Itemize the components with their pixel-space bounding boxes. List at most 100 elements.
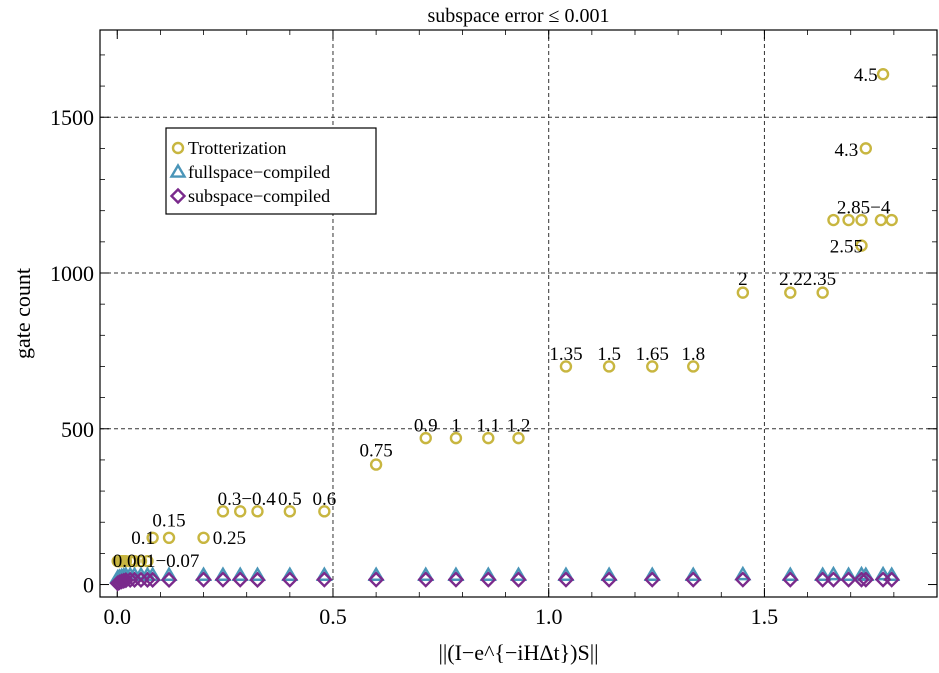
point-annotation: 0.1 [131, 528, 155, 549]
point-fullspace-compiled [160, 566, 178, 581]
point-annotation: 0.6 [312, 489, 336, 510]
point-annotation: 4.5 [854, 65, 878, 86]
point-trotterization [146, 531, 159, 545]
point-subspace-compiled [685, 571, 702, 588]
point-fullspace-compiled [214, 566, 232, 581]
x-tick-label: 1.5 [751, 604, 779, 629]
point-subspace-compiled [122, 571, 139, 589]
legend-triangle-icon [169, 163, 187, 178]
legend-label: fullspace−compiled [188, 162, 330, 182]
point-trotterization [482, 431, 495, 445]
point-trotterization [119, 554, 133, 568]
point-annotation: 1.2 [507, 416, 531, 437]
data-markers [109, 68, 901, 592]
point-fullspace-compiled [509, 566, 528, 581]
point-subspace-compiled [139, 571, 156, 589]
point-subspace-compiled [160, 571, 178, 589]
y-tick-label: 1000 [50, 261, 94, 286]
point-annotation: 1.5 [597, 344, 621, 365]
point-trotterization [251, 505, 264, 518]
point-subspace-compiled [840, 571, 857, 588]
point-trotterization [687, 360, 700, 373]
point-fullspace-compiled [231, 566, 249, 581]
point-annotation: 1.1 [476, 416, 500, 437]
point-subspace-compiled [126, 571, 143, 589]
point-fullspace-compiled [684, 566, 702, 581]
point-fullspace-compiled [883, 566, 901, 581]
point-fullspace-compiled [367, 566, 385, 581]
point-trotterization [559, 360, 573, 373]
point-annotation: 0.15 [152, 511, 185, 532]
point-annotation: 4.3 [835, 140, 859, 161]
point-subspace-compiled [480, 571, 497, 588]
grid-lines [100, 30, 937, 597]
point-fullspace-compiled [600, 566, 618, 581]
point-trotterization [602, 360, 616, 373]
point-trotterization [369, 458, 383, 471]
point-trotterization [646, 360, 659, 373]
point-trotterization [512, 431, 525, 445]
point-trotterization [876, 68, 890, 81]
legend-diamond-icon [169, 187, 187, 205]
point-trotterization [827, 213, 840, 227]
point-trotterization [855, 239, 868, 252]
point-trotterization [162, 531, 176, 545]
point-subspace-compiled [825, 571, 842, 588]
point-trotterization [318, 505, 331, 518]
point-annotation: 2.22.35 [779, 269, 836, 290]
point-subspace-compiled [144, 571, 161, 589]
point-trotterization [736, 286, 750, 299]
point-annotation: 1 [451, 416, 461, 437]
point-fullspace-compiled [417, 566, 435, 581]
point-trotterization [141, 554, 154, 568]
point-subspace-compiled [132, 571, 150, 589]
point-fullspace-compiled [781, 566, 799, 581]
point-subspace-compiled [367, 571, 385, 588]
point-subspace-compiled [510, 571, 527, 588]
point-trotterization [216, 505, 230, 518]
point-annotation: 1.35 [549, 344, 582, 365]
legend-circle-icon [171, 141, 185, 155]
x-tick-label: 0.5 [319, 604, 347, 629]
point-trotterization [128, 554, 141, 568]
point-trotterization [855, 213, 868, 227]
point-annotation: 0.75 [359, 441, 392, 462]
legend-label: Trotterization [188, 138, 286, 158]
point-fullspace-compiled [248, 566, 267, 581]
legend-box [165, 127, 377, 215]
point-trotterization [419, 431, 432, 445]
point-fullspace-compiled [734, 565, 752, 581]
point-fullspace-compiled [643, 566, 661, 581]
point-annotation: 2 [738, 269, 748, 290]
point-trotterization [816, 286, 829, 299]
axis-ticks: 0.0 0.5 1.0 1.5 0 500 1000 1500 [50, 30, 937, 629]
point-trotterization [449, 431, 463, 445]
point-subspace-compiled [195, 571, 212, 588]
point-trotterization [283, 505, 297, 518]
point-fullspace-compiled [315, 566, 333, 581]
point-annotation: 0.5 [278, 489, 302, 510]
point-annotation: 0.001−0.07 [113, 551, 200, 572]
point-trotterization [134, 554, 148, 568]
point-subspace-compiled [249, 571, 266, 589]
point-trotterization [784, 286, 797, 299]
point-annotation: 0.25 [213, 528, 246, 549]
point-subspace-compiled [557, 571, 575, 588]
point-trotterization [234, 505, 247, 518]
point-fullspace-compiled [557, 566, 575, 581]
point-annotation: 1.65 [636, 344, 669, 365]
point-subspace-compiled [316, 571, 333, 588]
point-subspace-compiled [232, 571, 249, 588]
point-subspace-compiled [883, 571, 900, 588]
chart-title: subspace error ≤ 0.001 [427, 5, 609, 27]
point-trotterization [842, 213, 855, 227]
y-tick-label: 1500 [50, 105, 94, 130]
point-subspace-compiled [782, 571, 799, 588]
point-subspace-compiled [814, 571, 831, 588]
point-trotterization [197, 531, 210, 545]
plot-frame [99, 29, 938, 598]
point-trotterization [885, 213, 898, 227]
point-subspace-compiled [417, 571, 434, 588]
legend-label: subspace−compiled [188, 186, 330, 206]
